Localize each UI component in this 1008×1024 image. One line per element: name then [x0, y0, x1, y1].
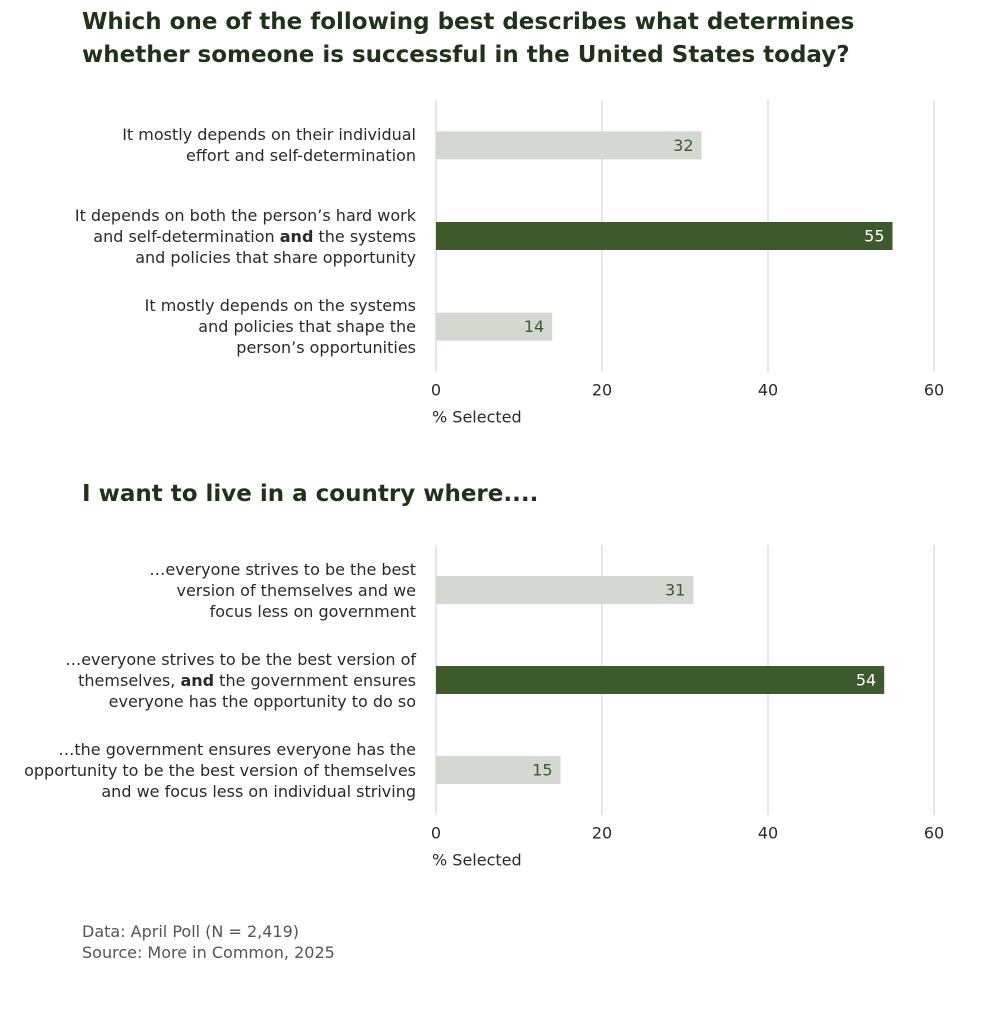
- category-text: the systems: [313, 226, 416, 246]
- category-line: It depends on both the person’s hard wor…: [0, 205, 416, 226]
- x-tick-label: 0: [431, 824, 441, 843]
- category-text: and policies that share opportunity: [135, 247, 416, 267]
- category-text: It depends on both the person’s hard wor…: [74, 205, 416, 225]
- category-text: and: [180, 670, 215, 690]
- category-line: themselves, and the government ensures: [0, 670, 416, 691]
- category-label: It mostly depends on the systems and poli…: [0, 295, 416, 358]
- category-text: and we focus less on individual striving: [101, 781, 416, 801]
- category-text: …everyone strives to be the best: [149, 559, 416, 579]
- chart-title: Which one of the following best describe…: [82, 9, 855, 68]
- category-line: …everyone strives to be the best version…: [0, 649, 416, 670]
- category-line: and we focus less on individual striving: [0, 781, 416, 802]
- chart-title: I want to live in a country where....: [82, 481, 539, 507]
- category-line: and policies that share opportunity: [0, 247, 416, 268]
- category-line: …the government ensures everyone has the: [0, 739, 416, 760]
- category-text: version of themselves and we: [176, 580, 416, 600]
- value-label: 14: [524, 317, 544, 336]
- category-label: It mostly depends on their individual eff…: [0, 124, 416, 166]
- category-text: It mostly depends on their individual: [122, 125, 416, 145]
- category-text: person’s opportunities: [236, 338, 416, 358]
- x-tick-label: 20: [592, 824, 612, 843]
- category-text: …everyone strives to be the best version…: [65, 649, 416, 669]
- category-text: focus less on government: [209, 601, 416, 621]
- category-label: It depends on both the person’s hard wor…: [0, 205, 416, 268]
- category-line: …everyone strives to be the best: [0, 559, 416, 580]
- category-line: version of themselves and we: [0, 580, 416, 601]
- category-line: and self-determination and the systems: [0, 226, 416, 247]
- category-text: It mostly depends on the systems: [144, 296, 416, 316]
- x-tick-label: 40: [758, 824, 778, 843]
- category-line: person’s opportunities: [0, 337, 416, 358]
- category-line: everyone has the opportunity to do so: [0, 691, 416, 712]
- category-line: It mostly depends on their individual: [0, 124, 416, 145]
- category-text: and policies that shape the: [198, 317, 416, 337]
- x-tick-label: 60: [924, 381, 944, 400]
- value-label: 54: [856, 671, 876, 690]
- category-label: …everyone strives to be the best version …: [0, 559, 416, 622]
- category-text: effort and self-determination: [186, 146, 416, 166]
- category-label: …everyone strives to be the best version…: [0, 649, 416, 712]
- x-axis-label: % Selected: [432, 851, 522, 870]
- category-line: It mostly depends on the systems: [0, 295, 416, 316]
- bar: [436, 756, 561, 784]
- value-label: 32: [673, 136, 693, 155]
- category-line: focus less on government: [0, 601, 416, 622]
- value-label: 31: [665, 581, 685, 600]
- x-tick-label: 0: [431, 381, 441, 400]
- x-tick-label: 20: [592, 381, 612, 400]
- bar: [436, 312, 553, 341]
- category-text: and self-determination: [93, 226, 280, 246]
- category-line: opportunity to be the best version of th…: [0, 760, 416, 781]
- x-tick-label: 60: [924, 824, 944, 843]
- bar: [436, 666, 885, 694]
- bar: [436, 222, 893, 250]
- value-label: 15: [532, 761, 552, 780]
- category-line: and policies that shape the: [0, 316, 416, 337]
- category-label: …the government ensures everyone has the…: [0, 739, 416, 802]
- x-tick-label: 40: [758, 381, 778, 400]
- category-text: and: [279, 226, 314, 246]
- category-text: opportunity to be the best version of th…: [24, 760, 416, 780]
- bar: [436, 131, 702, 160]
- value-label: 55: [864, 227, 884, 246]
- data-note: Data: April Poll (N = 2,419): [82, 922, 300, 941]
- x-axis-label: % Selected: [432, 408, 522, 427]
- category-text: themselves,: [78, 670, 181, 690]
- category-text: the government ensures: [214, 670, 416, 690]
- category-line: effort and self-determination: [0, 145, 416, 166]
- category-text: …the government ensures everyone has the: [58, 739, 416, 759]
- source-note: Source: More in Common, 2025: [82, 943, 335, 962]
- bar: [436, 576, 694, 604]
- category-text: everyone has the opportunity to do so: [108, 691, 416, 711]
